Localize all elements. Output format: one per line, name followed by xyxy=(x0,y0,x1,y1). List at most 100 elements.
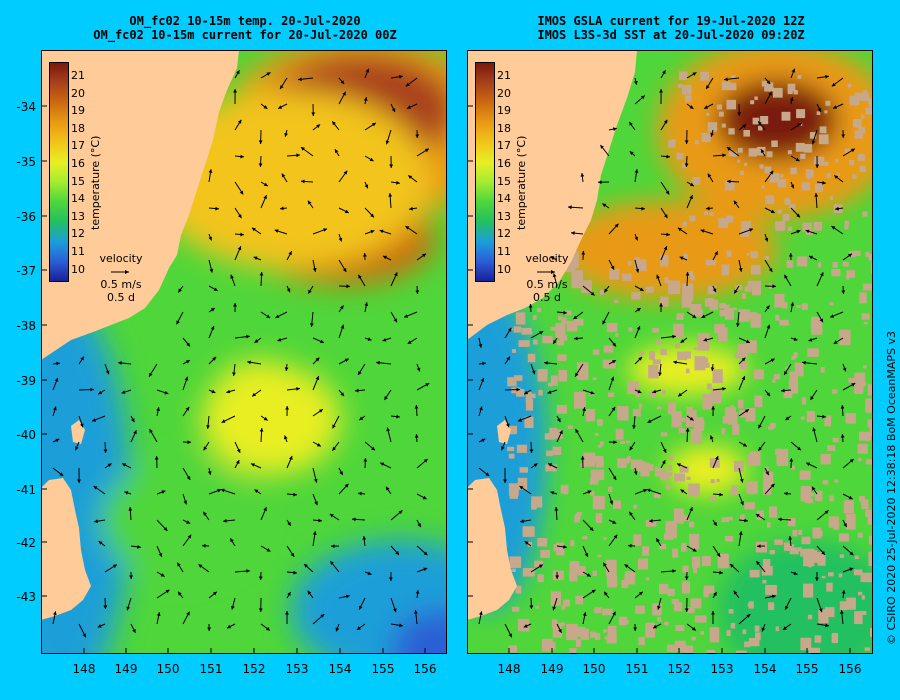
missing-data-pixel xyxy=(707,285,717,295)
current-arrowhead xyxy=(552,606,556,611)
current-arrowhead xyxy=(684,576,689,580)
lon-label: 153 xyxy=(285,662,309,676)
current-arrowhead xyxy=(386,427,390,432)
missing-data-pixel xyxy=(806,411,815,423)
current-arrowhead xyxy=(612,520,617,524)
missing-data-pixel xyxy=(747,280,756,288)
missing-data-pixel xyxy=(819,126,827,134)
current-arrowhead xyxy=(364,302,369,306)
missing-data-pixel xyxy=(733,307,737,311)
current-arrowhead xyxy=(659,89,663,93)
missing-data-pixel xyxy=(706,649,716,654)
current-arrowhead xyxy=(345,594,350,599)
missing-data-pixel xyxy=(681,293,692,308)
current-arrowhead xyxy=(398,510,403,515)
missing-data-pixel xyxy=(608,486,613,492)
current-arrowhead xyxy=(90,387,94,392)
current-arrowhead xyxy=(733,590,738,595)
current-arrowhead xyxy=(332,424,336,429)
missing-data-pixel xyxy=(814,635,822,643)
current-arrowhead xyxy=(624,564,629,568)
missing-data-pixel xyxy=(788,518,796,527)
missing-data-pixel xyxy=(769,173,780,183)
current-arrowhead xyxy=(849,459,854,463)
missing-data-pixel xyxy=(847,84,852,88)
current-arrowhead xyxy=(391,108,396,112)
current-arrowhead xyxy=(557,418,561,423)
missing-data-pixel xyxy=(682,85,692,95)
missing-data-pixel xyxy=(815,490,823,502)
current-arrowhead xyxy=(689,416,694,421)
missing-data-pixel xyxy=(556,340,564,346)
current-arrowhead xyxy=(796,213,800,218)
current-arrowhead xyxy=(825,74,829,79)
current-arrowhead xyxy=(320,614,325,618)
missing-data-pixel xyxy=(559,335,568,341)
missing-data-pixel xyxy=(822,480,829,485)
current-arrowhead xyxy=(132,628,136,633)
missing-data-pixel xyxy=(799,470,811,480)
current-arrowhead xyxy=(680,339,685,343)
missing-data-pixel xyxy=(782,302,788,309)
current-arrowhead xyxy=(359,605,363,610)
missing-data-pixel xyxy=(746,481,758,495)
lon-label: 155 xyxy=(371,662,395,676)
missing-data-pixel xyxy=(773,87,783,98)
satellite-sst-map[interactable]: 21 20 19 18 17 16 15 14 13 12 11 10 temperature (°C… xyxy=(467,50,873,654)
missing-data-pixel xyxy=(545,464,557,472)
missing-data-pixel xyxy=(762,482,772,495)
missing-data-pixel xyxy=(682,565,689,573)
missing-data-pixel xyxy=(758,125,763,131)
current-arrowhead xyxy=(758,446,762,451)
missing-data-pixel xyxy=(829,196,834,200)
missing-data-pixel xyxy=(689,521,695,528)
current-arrowhead xyxy=(258,608,263,612)
missing-data-pixel xyxy=(808,564,812,568)
current-arrowhead xyxy=(602,203,607,208)
missing-data-pixel xyxy=(630,459,643,470)
lat-label: -41 xyxy=(16,483,36,497)
missing-data-pixel xyxy=(752,280,761,296)
current-arrowhead xyxy=(629,121,633,126)
missing-data-pixel xyxy=(549,427,557,436)
missing-data-pixel xyxy=(642,546,650,556)
current-arrowhead xyxy=(746,339,750,344)
current-arrowhead xyxy=(598,180,602,185)
colorbar-tick-label: 18 xyxy=(497,121,511,135)
missing-data-pixel xyxy=(744,286,752,292)
current-arrowhead xyxy=(156,612,161,617)
missing-data-pixel xyxy=(627,381,639,394)
current-arrowhead xyxy=(233,89,237,93)
missing-data-pixel xyxy=(540,550,550,558)
missing-data-pixel xyxy=(861,595,865,600)
current-arrowhead xyxy=(121,390,126,394)
current-arrowhead xyxy=(805,229,810,234)
missing-data-pixel xyxy=(762,579,767,584)
missing-data-pixel xyxy=(824,110,828,114)
missing-data-pixel xyxy=(859,496,865,502)
current-arrowhead xyxy=(691,626,696,631)
current-arrowhead xyxy=(840,405,845,409)
current-arrowhead xyxy=(80,423,84,428)
current-arrowhead xyxy=(634,236,638,241)
missing-data-pixel xyxy=(597,419,603,426)
missing-data-pixel xyxy=(690,429,702,444)
current-arrowhead xyxy=(156,407,160,411)
model-temperature-map[interactable]: 21 20 19 18 17 16 15 14 13 12 11 10 temperature (°C… xyxy=(41,50,447,654)
missing-data-pixel xyxy=(826,582,833,592)
current-arrowhead xyxy=(629,511,633,516)
lon-label: 149 xyxy=(114,662,138,676)
current-arrowhead xyxy=(538,564,543,569)
missing-data-pixel xyxy=(789,371,798,381)
current-arrowhead xyxy=(610,265,615,270)
missing-data-pixel xyxy=(730,405,735,408)
missing-data-pixel xyxy=(800,486,812,502)
colorbar xyxy=(49,62,69,282)
current-arrowhead xyxy=(653,624,657,629)
missing-data-pixel xyxy=(861,313,870,320)
current-arrowhead xyxy=(710,367,715,371)
missing-data-pixel xyxy=(782,214,790,221)
current-arrowhead xyxy=(253,256,258,260)
lat-label: -38 xyxy=(16,319,36,333)
missing-data-pixel xyxy=(742,629,747,635)
